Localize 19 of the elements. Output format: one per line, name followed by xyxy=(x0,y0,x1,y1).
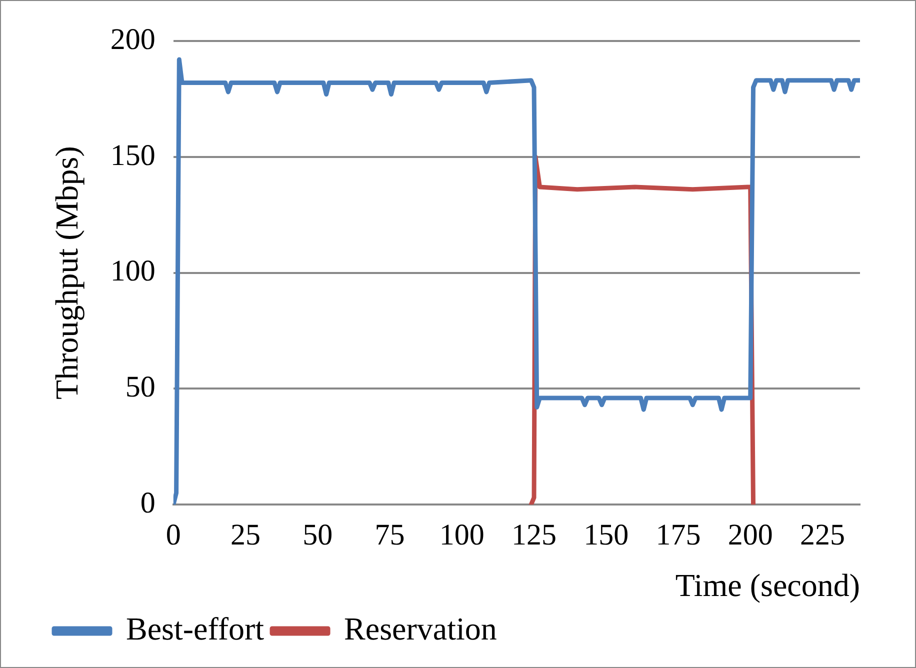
y-tick-label: 200 xyxy=(110,22,156,56)
x-tick-label: 150 xyxy=(584,518,629,552)
x-tick-label: 75 xyxy=(374,518,405,552)
x-tick-label: 200 xyxy=(728,518,773,552)
y-tick-label: 0 xyxy=(140,486,156,520)
x-tick-label: 0 xyxy=(166,518,181,552)
y-tick-label: 50 xyxy=(125,370,156,404)
y-tick-label: 100 xyxy=(110,254,156,288)
x-axis-title: Time (second) xyxy=(675,567,860,604)
x-tick-label: 50 xyxy=(302,518,333,552)
y-axis-title: Throughput (Mbps) xyxy=(48,146,85,400)
x-tick-label: 25 xyxy=(230,518,261,552)
legend-label: Best-effort xyxy=(126,610,264,646)
legend-label: Reservation xyxy=(344,610,497,646)
x-tick-label: 225 xyxy=(800,518,845,552)
x-tick-label: 175 xyxy=(656,518,701,552)
x-tick-label: 125 xyxy=(512,518,557,552)
x-tick-label: 100 xyxy=(439,518,484,552)
y-tick-label: 150 xyxy=(110,138,156,172)
